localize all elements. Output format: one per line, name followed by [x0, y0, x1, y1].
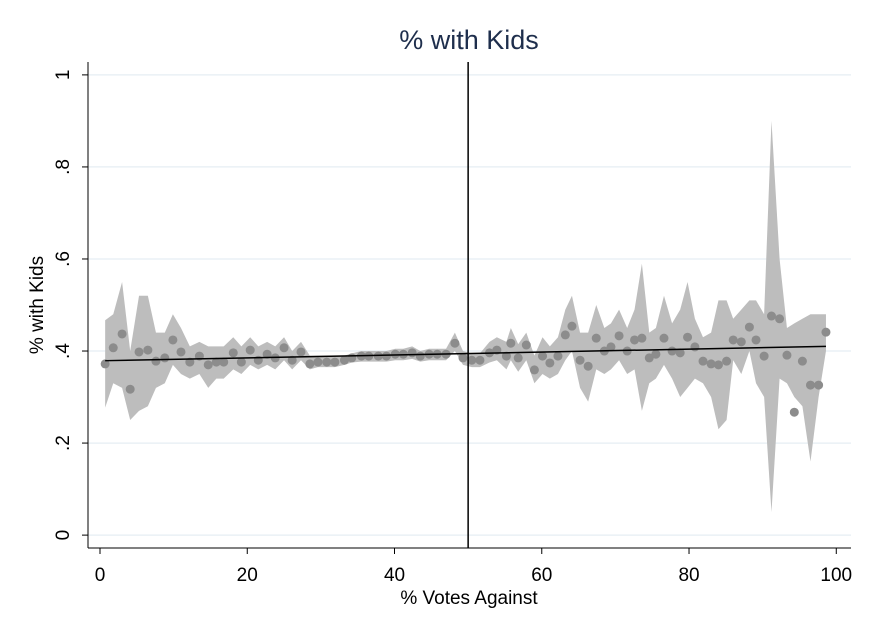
point: [513, 353, 523, 363]
x-tick-label: 20: [237, 565, 258, 586]
point: [279, 343, 289, 353]
point: [203, 360, 213, 370]
point: [766, 311, 776, 321]
point: [125, 384, 135, 394]
point: [698, 356, 708, 366]
point: [706, 359, 716, 369]
point: [567, 321, 577, 331]
point: [381, 351, 391, 361]
point: [501, 351, 511, 361]
point: [575, 355, 585, 365]
point: [185, 357, 195, 367]
point: [245, 345, 255, 355]
x-tick-label: 40: [384, 565, 405, 586]
point: [637, 333, 647, 343]
x-axis-title: % Votes Against: [400, 588, 538, 609]
point: [630, 335, 640, 345]
point: [151, 356, 161, 366]
point: [415, 351, 425, 361]
fit-line: [105, 345, 826, 362]
point: [782, 350, 792, 360]
point: [744, 322, 754, 332]
plot-area: [88, 62, 851, 548]
point: [690, 342, 700, 352]
point: [667, 346, 677, 356]
point: [659, 333, 669, 343]
y-tick-label: .2: [53, 435, 74, 451]
point: [675, 348, 685, 358]
point: [821, 327, 831, 337]
point: [789, 407, 799, 417]
point: [347, 353, 357, 363]
point: [545, 358, 555, 368]
point: [143, 345, 153, 355]
chart-title: % with Kids: [399, 25, 539, 55]
x-tick-label: 100: [820, 565, 852, 586]
point: [728, 335, 738, 345]
point: [475, 355, 485, 365]
point: [751, 335, 761, 345]
y-tick-label: 0: [53, 530, 74, 541]
point: [614, 331, 624, 341]
y-tick-label: .8: [53, 159, 74, 175]
point: [211, 357, 221, 367]
point: [529, 365, 539, 375]
point: [168, 335, 178, 345]
point: [117, 329, 127, 339]
ci-band: [105, 120, 826, 513]
point: [160, 353, 170, 363]
point: [305, 359, 315, 369]
x-tick-label: 0: [95, 565, 106, 586]
point: [759, 351, 769, 361]
y-axis-title: % with Kids: [27, 256, 48, 354]
point: [176, 347, 186, 357]
point: [296, 347, 306, 357]
point: [583, 361, 593, 371]
point: [553, 351, 563, 361]
point: [560, 330, 570, 340]
point: [313, 357, 323, 367]
point: [236, 357, 246, 367]
point: [606, 342, 616, 352]
point: [228, 348, 238, 358]
point: [775, 314, 785, 324]
y-tick-label: .6: [53, 251, 74, 267]
point: [591, 333, 601, 343]
point: [683, 332, 693, 342]
point: [467, 355, 477, 365]
point: [506, 338, 516, 348]
point: [538, 351, 548, 361]
point: [322, 357, 332, 367]
point: [339, 355, 349, 365]
point: [100, 359, 110, 369]
point: [722, 356, 732, 366]
point: [330, 357, 340, 367]
point: [713, 360, 723, 370]
point: [806, 380, 816, 390]
point: [108, 343, 118, 353]
point: [219, 357, 229, 367]
point: [134, 347, 144, 357]
x-tick-label: 80: [678, 565, 699, 586]
point: [736, 337, 746, 347]
point: [450, 338, 460, 348]
y-tick-label: .4: [53, 343, 74, 359]
point: [407, 348, 417, 358]
point: [797, 356, 807, 366]
point: [262, 349, 272, 359]
point: [458, 353, 468, 363]
point: [373, 351, 383, 361]
point: [814, 380, 824, 390]
x-tick-label: 60: [531, 565, 552, 586]
point: [644, 353, 654, 363]
point: [521, 340, 531, 350]
y-tick-label: 1: [53, 70, 74, 81]
point: [287, 355, 297, 365]
point: [651, 349, 661, 359]
